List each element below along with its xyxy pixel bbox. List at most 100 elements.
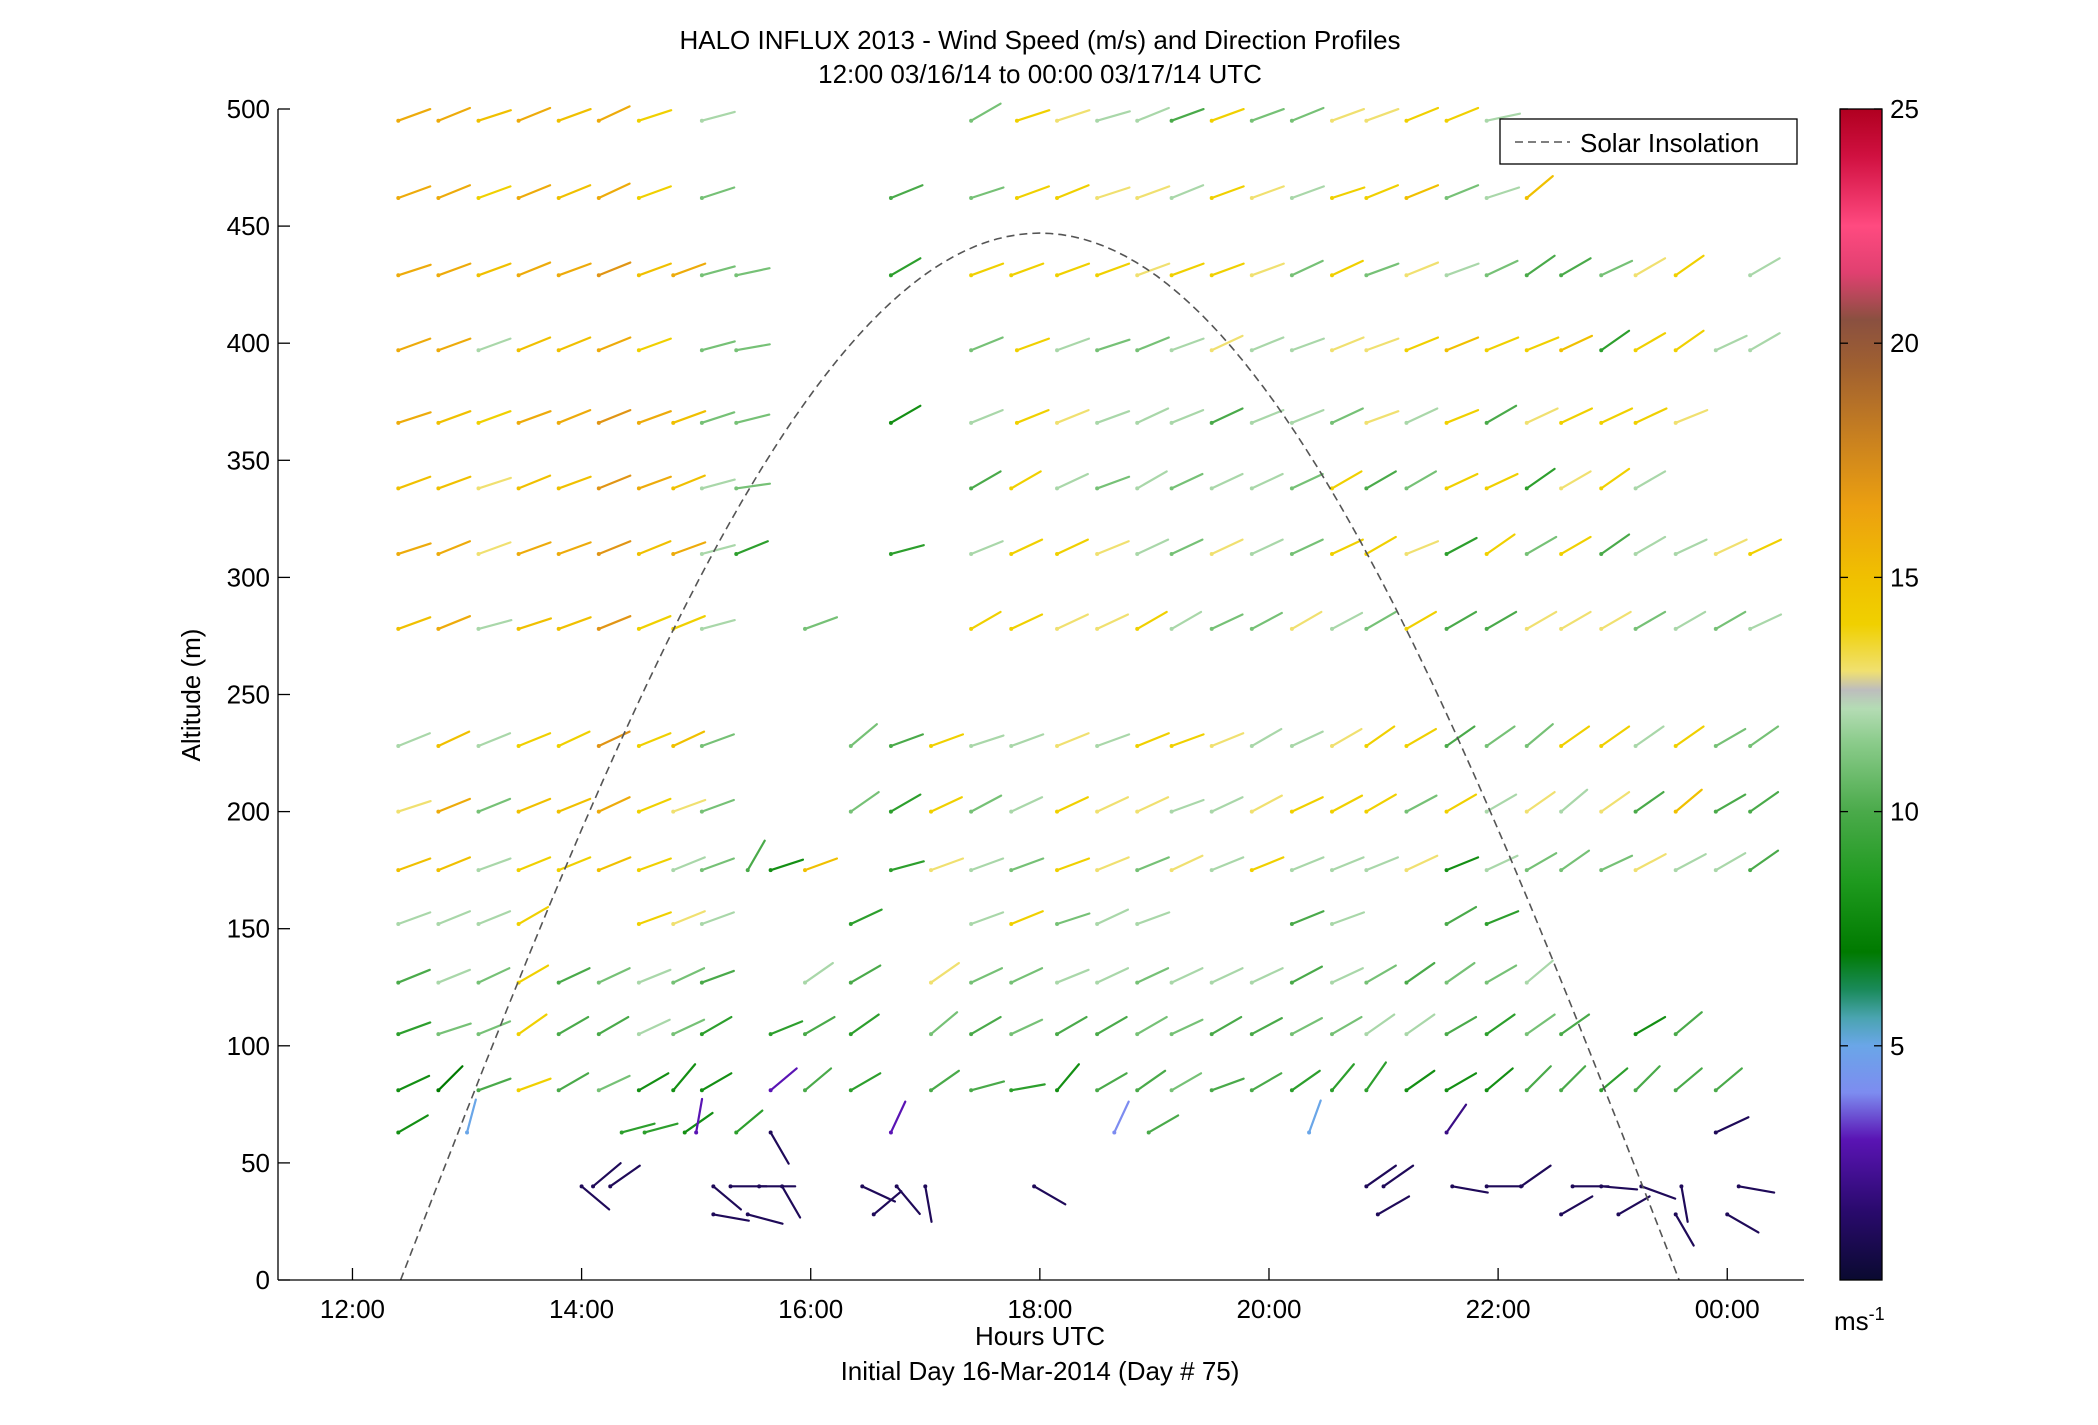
wind-barb [436,1022,472,1037]
wind-barb [1673,788,1703,814]
wind-barb [699,186,736,200]
wind-barb [1095,856,1130,873]
chart-subtitle: 12:00 03/16/14 to 00:00 03/17/14 UTC [818,59,1262,89]
wind-barb [1673,853,1707,873]
wind-barb [848,790,880,814]
wind-barb [1713,334,1748,353]
wind-barb [969,610,1002,631]
wind-barb [1135,538,1170,556]
wind-barb [1329,611,1364,631]
wind-barb [969,911,1005,927]
wind-barb [1404,727,1438,749]
wind-barb [1009,470,1042,491]
wind-barb [556,616,592,631]
wind-barb [699,411,736,425]
wind-barb [1009,1018,1044,1037]
wind-barb [636,968,672,985]
wind-barb [1289,337,1325,353]
wind-barb [1095,733,1131,749]
wind-barb [1095,1015,1128,1037]
wind-barb [1169,472,1204,491]
wind-barb [1524,254,1556,278]
colorbar-unit-label: ms-1 [1834,1304,1885,1336]
wind-barb [1169,337,1205,353]
wind-barb [396,542,432,556]
wind-barb [929,1069,960,1093]
wind-barb [699,544,736,556]
wind-barb [1444,793,1478,814]
x-tick-label: 22:00 [1466,1294,1531,1324]
wind-barb [1748,613,1783,631]
wind-barb [745,1212,784,1225]
wind-barb [1524,535,1558,556]
wind-barb [1404,470,1438,491]
wind-barb [1748,538,1783,556]
wind-barb [1484,472,1519,491]
wind-barb [969,470,1002,491]
wind-barb [1289,106,1325,123]
wind-barb [1055,732,1090,749]
wind-barb [1289,538,1324,556]
wind-barb [1135,796,1170,814]
wind-barb [1364,337,1400,353]
wind-barb [1169,408,1205,425]
colorbar-tick-label: 5 [1890,1031,1904,1061]
wind-barb [848,723,878,749]
wind-barb [1329,794,1364,814]
colorbar-unit-exponent: -1 [1869,1304,1885,1324]
wind-barb [1249,794,1283,814]
wind-barb [1014,337,1050,353]
wind-barb [1169,854,1204,873]
wind-barb [1209,334,1244,353]
wind-barb [516,797,552,814]
wind-barb [1095,1072,1128,1093]
wind-barb [1633,535,1667,556]
wind-barb [1484,404,1518,425]
wind-barb [516,905,550,927]
wind-barb [1444,905,1478,927]
wind-barb [1633,1065,1661,1093]
wind-barb [1169,538,1204,556]
wind-barb [734,1109,764,1135]
wind-barb [969,734,1005,749]
wind-barb [436,1065,464,1093]
wind-barb [969,102,1002,123]
wind-barb [1444,106,1480,123]
wind-barb [1375,1195,1411,1217]
wind-barb [734,540,769,556]
wind-barb [1364,725,1396,749]
wind-barb [1329,407,1364,425]
wind-barb [848,1013,880,1037]
wind-barb [969,262,1005,278]
wind-barb [734,343,771,353]
wind-barb [1329,186,1366,200]
wind-barb [757,1184,797,1189]
wind-barb [436,615,472,631]
wind-barb [1329,336,1365,353]
wind-barb [1484,910,1520,927]
wind-barb [1289,856,1325,873]
wind-barb [1009,1083,1046,1093]
wind-barb [636,410,672,425]
wind-barb [476,541,512,556]
wind-barb [636,857,672,873]
wind-barb [476,337,512,353]
wind-barb [711,1212,750,1222]
x-axis-ticks: 12:00 14:00 16:00 18:00 20:00 22:00 00:00 [320,1268,1760,1324]
wind-barb [929,796,963,814]
wind-barb [1633,257,1667,278]
wind-barb [1444,262,1480,278]
wind-barb [802,857,839,873]
wind-barb [888,860,925,873]
wind-barb [396,968,431,985]
wind-barb [1524,175,1554,200]
wind-barb [636,475,672,491]
wind-barb [699,733,735,749]
wind-barb [1095,613,1130,631]
wind-barb [1249,611,1283,631]
wind-barb [556,475,592,491]
wind-barb [636,337,672,353]
colorbar-tick-label: 20 [1890,328,1919,358]
wind-barb [396,475,432,491]
wind-barb [1633,610,1667,631]
